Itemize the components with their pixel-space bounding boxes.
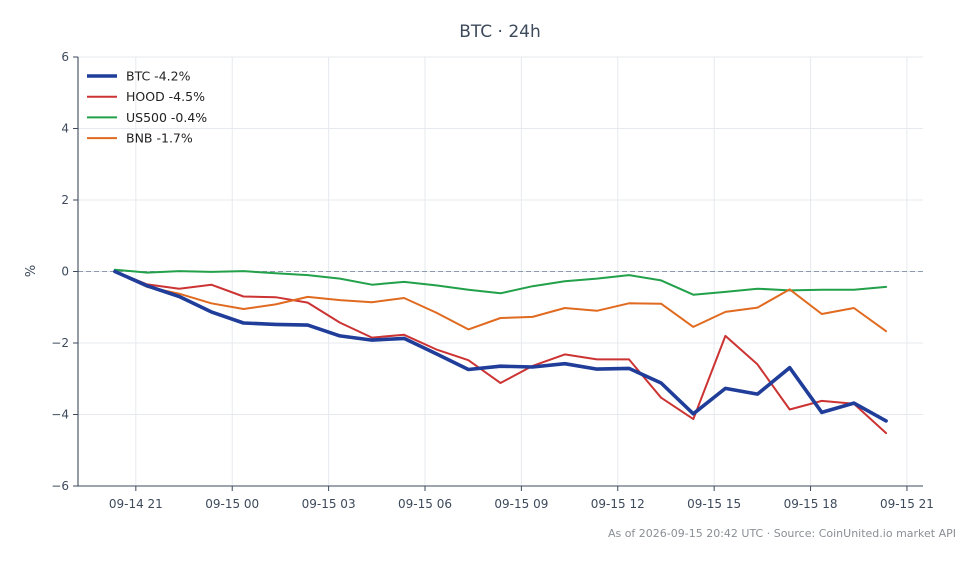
y-tick-label: 2 [61, 193, 69, 207]
y-tick-label: 4 [61, 122, 69, 136]
series-line-us500 [113, 268, 888, 296]
legend-label: BNB -1.7% [126, 131, 193, 146]
x-tick-label: 09-15 09 [494, 497, 548, 511]
y-tick-label: −6 [51, 479, 69, 493]
legend-label: US500 -0.4% [126, 110, 207, 125]
series-line-btc [113, 269, 888, 423]
series-lines [113, 268, 888, 435]
x-tick-label: 09-15 06 [398, 497, 452, 511]
y-tick-label: −4 [51, 408, 69, 422]
legend-label: HOOD -4.5% [126, 89, 205, 104]
legend-label: BTC -4.2% [126, 69, 191, 84]
y-tick-label: −2 [51, 336, 69, 350]
x-tick-label: 09-15 21 [880, 497, 934, 511]
series-line-hood [113, 270, 888, 435]
x-tick-label: 09-15 00 [205, 497, 259, 511]
legend: BTC -4.2% HOOD -4.5% US500 -0.4% BNB -1.7% [87, 69, 207, 146]
y-tick-label: 0 [61, 265, 69, 279]
y-tick-label: 6 [61, 50, 69, 64]
chart-title: BTC · 24h [459, 22, 541, 42]
axes: −6 −4 −2 0 2 4 6 09-14 21 09-15 00 09-15 03 09-15 … [51, 50, 934, 511]
x-tick-label: 09-15 18 [784, 497, 838, 511]
y-axis-label: % [24, 265, 39, 277]
series-line-bnb [113, 270, 888, 333]
x-tick-label: 09-14 21 [109, 497, 163, 511]
x-tick-label: 09-15 15 [687, 497, 741, 511]
source-footer: As of 2026-09-15 20:42 UTC · Source: Coi… [608, 527, 956, 540]
x-tick-label: 09-15 12 [591, 497, 645, 511]
x-tick-label: 09-15 03 [302, 497, 356, 511]
